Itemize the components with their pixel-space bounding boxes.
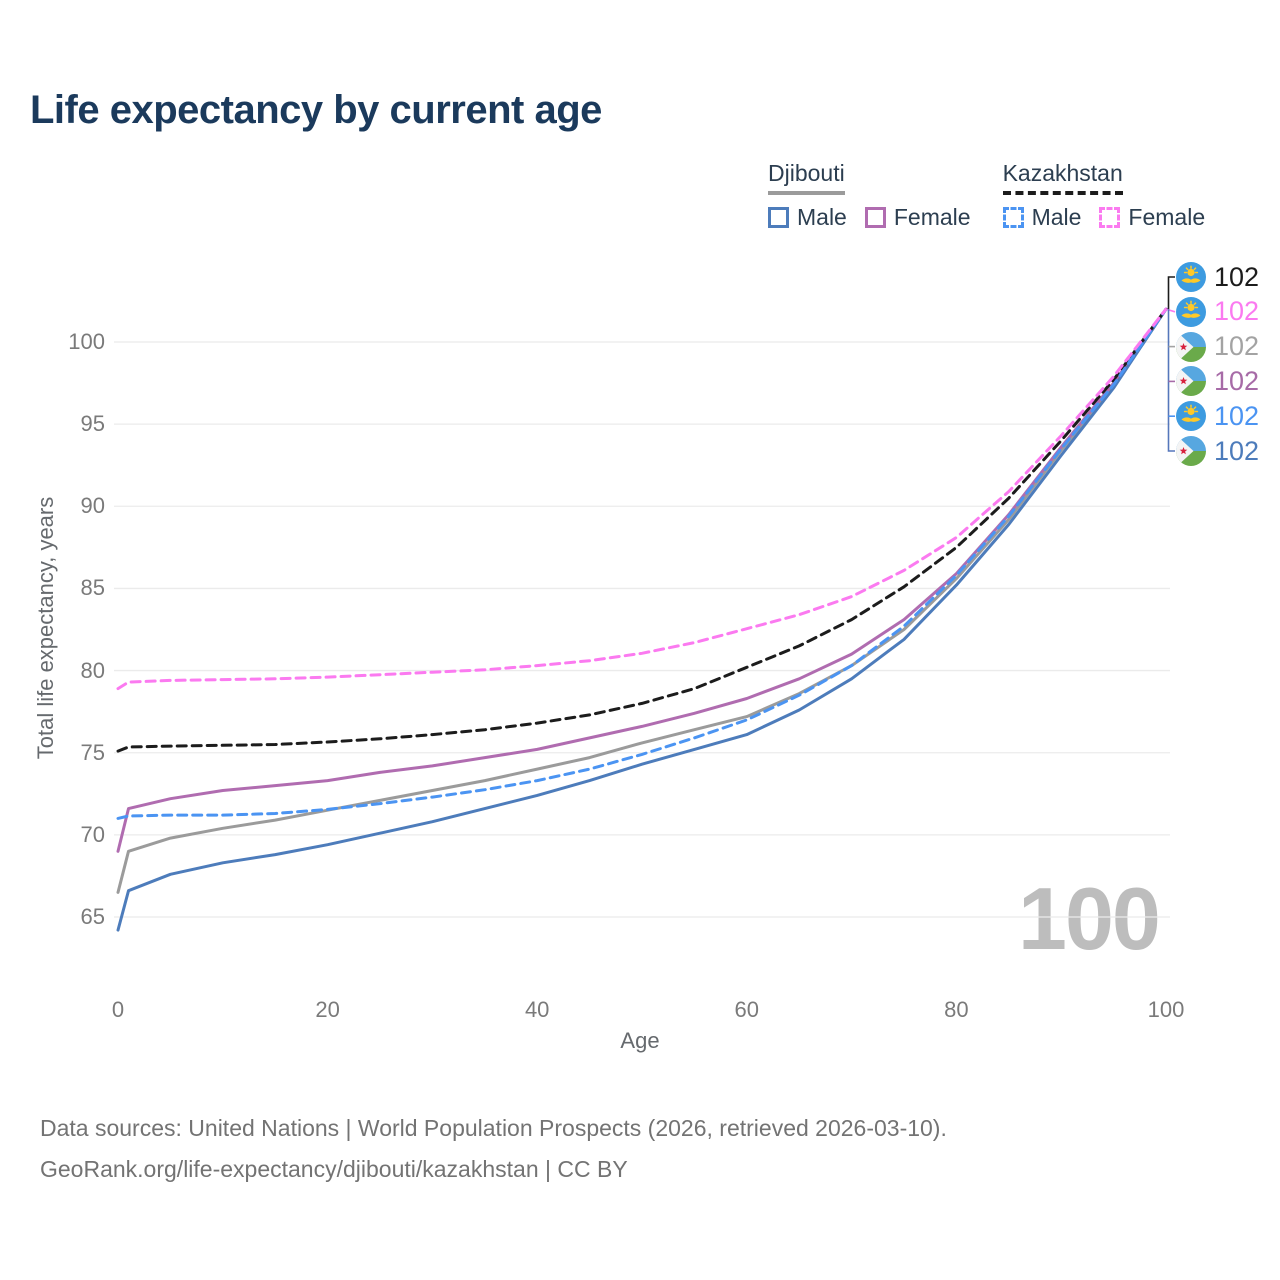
flag-icon-kazakhstan [1176, 297, 1206, 327]
y-tick-label-90: 90 [80, 493, 105, 519]
x-axis-title: Age [620, 1028, 660, 1053]
flag-icon-kazakhstan [1176, 401, 1206, 431]
legend-item-djibouti-male[interactable]: Male [768, 204, 847, 231]
end-label-row-djibouti-5: 102 [1176, 436, 1259, 466]
end-label-value: 102 [1214, 400, 1260, 431]
djibouti-female-swatch [864, 207, 886, 228]
legend-item-label: Female [893, 204, 971, 230]
x-tick-label-40: 40 [524, 997, 550, 1022]
legend-group-kazakhstan: Kazakhstan Male Female [1002, 160, 1205, 231]
flag-icon-djibouti [1176, 332, 1206, 362]
series-line-kazakhstan-female[interactable] [116, 307, 1168, 691]
legend-group-djibouti: Djibouti Male Female [768, 160, 971, 231]
end-label-value: 102 [1214, 435, 1260, 466]
y-tick-label-80: 80 [80, 657, 105, 683]
flag-icon-djibouti [1176, 436, 1206, 466]
y-tick-label-95: 95 [80, 411, 105, 437]
y-tick-label-70: 70 [80, 821, 105, 847]
end-label-row-djibouti-3: 102 [1176, 366, 1259, 396]
legend-item-kazakhstan-male[interactable]: Male [1002, 204, 1082, 231]
djibouti-male-swatch [768, 207, 789, 228]
series-line-kazakhstan-male[interactable] [116, 307, 1168, 820]
series-line-kazakhstan-all[interactable] [116, 307, 1168, 753]
legend-row-kazakhstan: Male Female [1002, 204, 1205, 231]
end-label-row-kazakhstan-1: 102 [1176, 296, 1260, 327]
legend-row-djibouti: Male Female [768, 204, 971, 231]
page-title: Life expectancy by current age [30, 88, 602, 132]
end-label-row-kazakhstan-4: 102 [1176, 401, 1259, 431]
legend: Djibouti Male Female Kazakhstan Male Fem… [768, 160, 1205, 231]
kazakhstan-male-swatch [1002, 207, 1024, 228]
end-label-value: 102 [1214, 261, 1260, 292]
leader-line [1165, 308, 1176, 313]
flag-icon-djibouti [1176, 366, 1206, 396]
x-tick-label-20: 20 [315, 997, 340, 1022]
flag-icon-kazakhstan [1176, 262, 1206, 292]
series-line-djibouti-male[interactable] [116, 307, 1168, 932]
x-tick-label-100: 100 [1147, 997, 1185, 1022]
legend-item-label: Female [1128, 204, 1206, 230]
x-tick-label-60: 60 [734, 997, 760, 1022]
series-line-djibouti-female[interactable] [116, 307, 1168, 853]
kazakhstan-female-swatch [1099, 207, 1121, 228]
end-label-row-djibouti-2: 102 [1176, 331, 1260, 362]
end-label-row-kazakhstan-0: 102 [1176, 262, 1259, 292]
end-label-value: 102 [1214, 296, 1260, 327]
footer-attribution[interactable]: GeoRank.org/life-expectancy/djibouti/kaz… [40, 1156, 628, 1182]
x-tick-label-0: 0 [111, 997, 125, 1022]
y-tick-label-100: 100 [68, 329, 105, 354]
y-tick-label-65: 65 [80, 904, 105, 929]
y-tick-label-85: 85 [80, 575, 105, 601]
leader-line [1166, 276, 1175, 310]
end-label-value: 102 [1214, 365, 1260, 396]
legend-item-label: Male [1031, 204, 1082, 230]
legend-item-djibouti-female[interactable]: Female [864, 204, 971, 231]
legend-country-djibouti[interactable]: Djibouti [768, 160, 845, 195]
age-counter-watermark: 100 [1018, 869, 1161, 968]
footer: Data sources: United Nations | World Pop… [40, 1108, 947, 1190]
legend-item-kazakhstan-female[interactable]: Female [1099, 204, 1205, 231]
x-tick-label-80: 80 [944, 997, 969, 1022]
y-tick-label-75: 75 [80, 739, 105, 765]
end-label-value: 102 [1214, 331, 1260, 362]
legend-item-label: Male [797, 204, 847, 230]
legend-country-kazakhstan[interactable]: Kazakhstan [1002, 160, 1123, 195]
series-line-djibouti-all[interactable] [116, 307, 1168, 894]
footer-data-sources: Data sources: United Nations | World Pop… [40, 1115, 947, 1141]
leader-line [1167, 309, 1175, 452]
